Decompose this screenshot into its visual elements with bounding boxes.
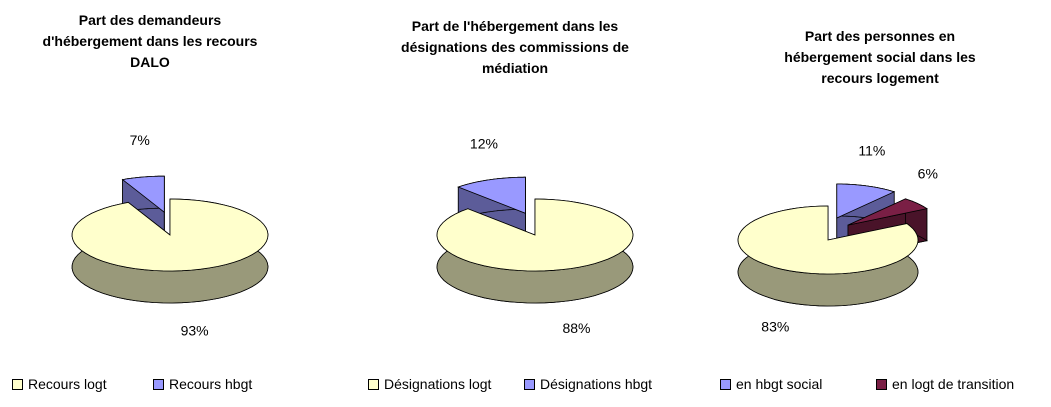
chart-title: Part des personnes en hébergement social… xyxy=(784,28,976,86)
value-label: 6% xyxy=(918,165,938,181)
chart-title: Part de l'hébergement dans les désignati… xyxy=(401,18,629,76)
legend-entry: Recours hbgt xyxy=(153,376,252,392)
legend-label: Désignations hbgt xyxy=(540,376,653,392)
legend-label: Recours hbgt xyxy=(169,376,253,392)
legend-entry: Désignations logt xyxy=(368,376,491,392)
value-label: 7% xyxy=(130,132,150,148)
pie-slice xyxy=(71,198,269,304)
legend-swatch xyxy=(12,378,23,390)
legend-entry: en hbgt social xyxy=(720,376,822,392)
legend-entry: Recours logt xyxy=(12,376,107,392)
legend-swatch xyxy=(876,378,887,390)
legend-label: Désignations logt xyxy=(384,376,492,392)
value-label: 83% xyxy=(761,319,789,335)
slice-top xyxy=(121,175,165,214)
pie-slice xyxy=(436,198,634,304)
slice-top xyxy=(737,205,919,275)
value-label: 93% xyxy=(181,322,209,338)
legend-swatch xyxy=(153,378,164,390)
chart-title: Part des demandeurs d'hébergement dans l… xyxy=(42,12,258,70)
legend-entry: Désignations hbgt xyxy=(524,376,652,392)
slice-top xyxy=(71,198,269,272)
legend-label: en hbgt social xyxy=(736,376,823,392)
slice-top xyxy=(836,183,896,219)
legend-label: Recours logt xyxy=(28,376,107,392)
value-label: 11% xyxy=(858,143,885,159)
slice-top xyxy=(457,176,526,214)
legend-swatch xyxy=(720,378,731,390)
pie-slice xyxy=(737,205,919,307)
slice-top xyxy=(436,198,634,272)
legend-label: en logt de transition xyxy=(892,376,1015,392)
legend-entry: en logt de transition xyxy=(876,376,1014,392)
value-label: 12% xyxy=(470,136,498,152)
legend-swatch xyxy=(368,378,379,390)
legend-swatch xyxy=(524,378,535,390)
slice-top xyxy=(847,198,928,226)
value-label: 88% xyxy=(562,320,590,336)
